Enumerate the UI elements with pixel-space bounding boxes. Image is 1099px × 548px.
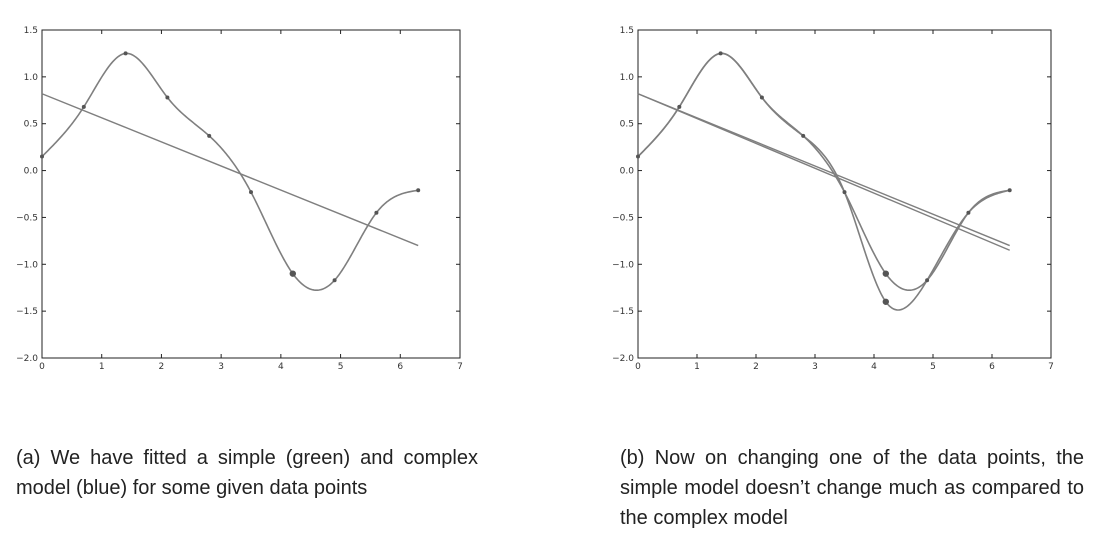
data-point-b-5 — [842, 190, 847, 195]
data-point-b-1 — [677, 104, 682, 109]
data-point-b-6 — [882, 270, 889, 277]
simple-model-line-b-3 — [637, 93, 1010, 251]
plot-frame-b — [637, 29, 1052, 359]
data-point-a-3 — [165, 95, 170, 100]
data-point-b-7 — [882, 298, 889, 305]
data-point-a-4 — [207, 133, 212, 138]
y-tick-label-b-1: −1.5 — [612, 307, 634, 317]
y-tick-label-a-5: 0.5 — [24, 120, 38, 130]
x-tick-label-b-3: 3 — [812, 362, 818, 372]
y-tick-label-b-2: −1.0 — [612, 260, 634, 270]
y-tick-label-a-3: −0.5 — [16, 213, 38, 223]
x-tick-label-b-0: 0 — [635, 362, 641, 372]
data-point-a-9 — [416, 188, 421, 193]
data-point-a-7 — [332, 278, 337, 283]
x-tick-label-b-5: 5 — [930, 362, 936, 372]
data-point-b-8 — [925, 278, 930, 283]
complex-model-curve-b-1 — [637, 52, 1010, 311]
data-point-a-6 — [289, 270, 296, 277]
x-tick-label-a-6: 6 — [397, 362, 403, 372]
data-point-b-4 — [801, 133, 806, 138]
caption-a: (a) We have fitted a simple (green) and … — [16, 447, 478, 499]
y-tick-label-a-0: −2.0 — [16, 354, 38, 364]
chart-panel-a: 0 1 2 3 4 5 6 7 −2.0 −1.5 −1.0 −0.5 0.0 0.5 1.0 1.5 — [16, 26, 463, 372]
x-tick-label-a-5: 5 — [338, 362, 344, 372]
y-tick-label-a-7: 1.5 — [24, 26, 38, 36]
x-tick-label-b-6: 6 — [989, 362, 995, 372]
data-point-b-2 — [718, 51, 723, 56]
y-tick-label-b-0: −2.0 — [612, 354, 634, 364]
x-tick-label-a-0: 0 — [39, 362, 45, 372]
simple-model-line-a-1 — [41, 93, 419, 247]
caption-b: (b) Now on changing one of the data poin… — [620, 447, 1084, 529]
data-point-b-10 — [1007, 188, 1012, 193]
y-tick-label-b-3: −0.5 — [612, 213, 634, 223]
y-tick-label-b-6: 1.0 — [620, 73, 635, 83]
y-tick-label-a-4: 0.0 — [24, 167, 39, 177]
chart-panel-b: 0 1 2 3 4 5 6 7 −2.0 −1.5 −1.0 −0.5 0.0 0.5 1.0 1.5 — [612, 26, 1054, 372]
y-tick-label-a-2: −1.0 — [16, 260, 38, 270]
data-point-a-2 — [123, 51, 128, 56]
x-tick-label-a-3: 3 — [218, 362, 224, 372]
x-tick-label-a-4: 4 — [278, 362, 284, 372]
x-tick-label-b-4: 4 — [871, 362, 877, 372]
x-tick-label-a-2: 2 — [159, 362, 165, 372]
x-tick-label-b-1: 1 — [694, 362, 700, 372]
data-point-b-3 — [759, 95, 764, 100]
data-point-a-8 — [374, 210, 379, 215]
y-tick-label-b-5: 0.5 — [620, 120, 634, 130]
plot-frame-a — [41, 29, 461, 359]
y-tick-label-b-7: 1.5 — [620, 26, 634, 36]
data-point-b-0 — [636, 154, 640, 159]
y-tick-label-a-1: −1.5 — [16, 307, 38, 317]
x-tick-label-a-1: 1 — [99, 362, 105, 372]
y-tick-label-a-6: 1.0 — [24, 73, 39, 83]
complex-model-curve-a-0 — [41, 52, 419, 292]
x-tick-label-a-7: 7 — [457, 362, 463, 372]
x-tick-label-b-2: 2 — [753, 362, 759, 372]
data-point-a-0 — [40, 154, 44, 159]
y-tick-label-b-4: 0.0 — [620, 167, 635, 177]
data-point-a-1 — [81, 104, 86, 109]
data-point-b-9 — [966, 210, 971, 215]
simple-model-line-b-2 — [637, 93, 1010, 247]
data-point-a-5 — [249, 190, 253, 195]
x-tick-label-b-7: 7 — [1048, 362, 1054, 372]
